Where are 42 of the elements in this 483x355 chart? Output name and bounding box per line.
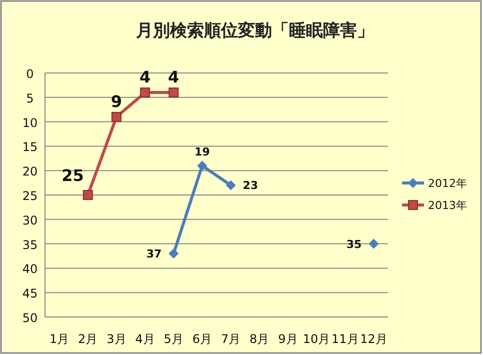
x-tick-label: 6月	[192, 332, 212, 346]
y-tick-label: 25	[22, 189, 38, 203]
x-tick-label: 4月	[135, 332, 155, 346]
chart-title: 月別検索順位変動「睡眠障害」	[135, 21, 374, 41]
y-tick-label: 5	[26, 91, 34, 106]
data-label: 37	[146, 248, 162, 261]
data-label: 19	[194, 146, 210, 159]
point	[368, 238, 379, 249]
data-label: 35	[346, 238, 362, 251]
x-tick-label: 3月	[106, 332, 126, 346]
x-tick-label: 10月	[302, 332, 330, 346]
x-tick-label: 2月	[78, 332, 98, 346]
y-tick-label: 40	[22, 262, 38, 276]
x-tick-label: 11月	[331, 332, 359, 346]
point	[226, 180, 236, 190]
data-label: 25	[62, 166, 84, 185]
y-tick-label: 20	[22, 164, 38, 179]
point	[82, 190, 93, 200]
x-tick-label: 9月	[278, 332, 298, 346]
x-tick-label: 5月	[164, 332, 184, 346]
point	[168, 248, 179, 259]
point	[168, 88, 179, 98]
x-tick-label: 1月	[49, 332, 70, 346]
data-label: 23	[242, 179, 258, 192]
data-label: 9	[110, 92, 122, 111]
y-tick-label: 15	[22, 140, 38, 154]
y-tick-label: 0	[26, 67, 34, 81]
x-tick-label: 8月	[250, 332, 270, 346]
y-tick-label: 30	[22, 213, 38, 228]
y-tick-label: 35	[22, 238, 38, 252]
data-label: 4	[139, 68, 151, 87]
x-tick-label: 12月	[360, 332, 388, 346]
legend-label: 2013年	[428, 199, 467, 212]
x-tick-label: 7月	[220, 332, 241, 346]
point	[140, 88, 150, 98]
y-tick-label: 45	[22, 286, 38, 301]
y-tick-label: 10	[22, 116, 38, 130]
y-tick-label: 50	[22, 311, 38, 325]
legend-label: 2012年	[428, 177, 467, 190]
data-label: 4	[168, 68, 180, 87]
point	[197, 160, 208, 171]
point	[111, 112, 122, 122]
